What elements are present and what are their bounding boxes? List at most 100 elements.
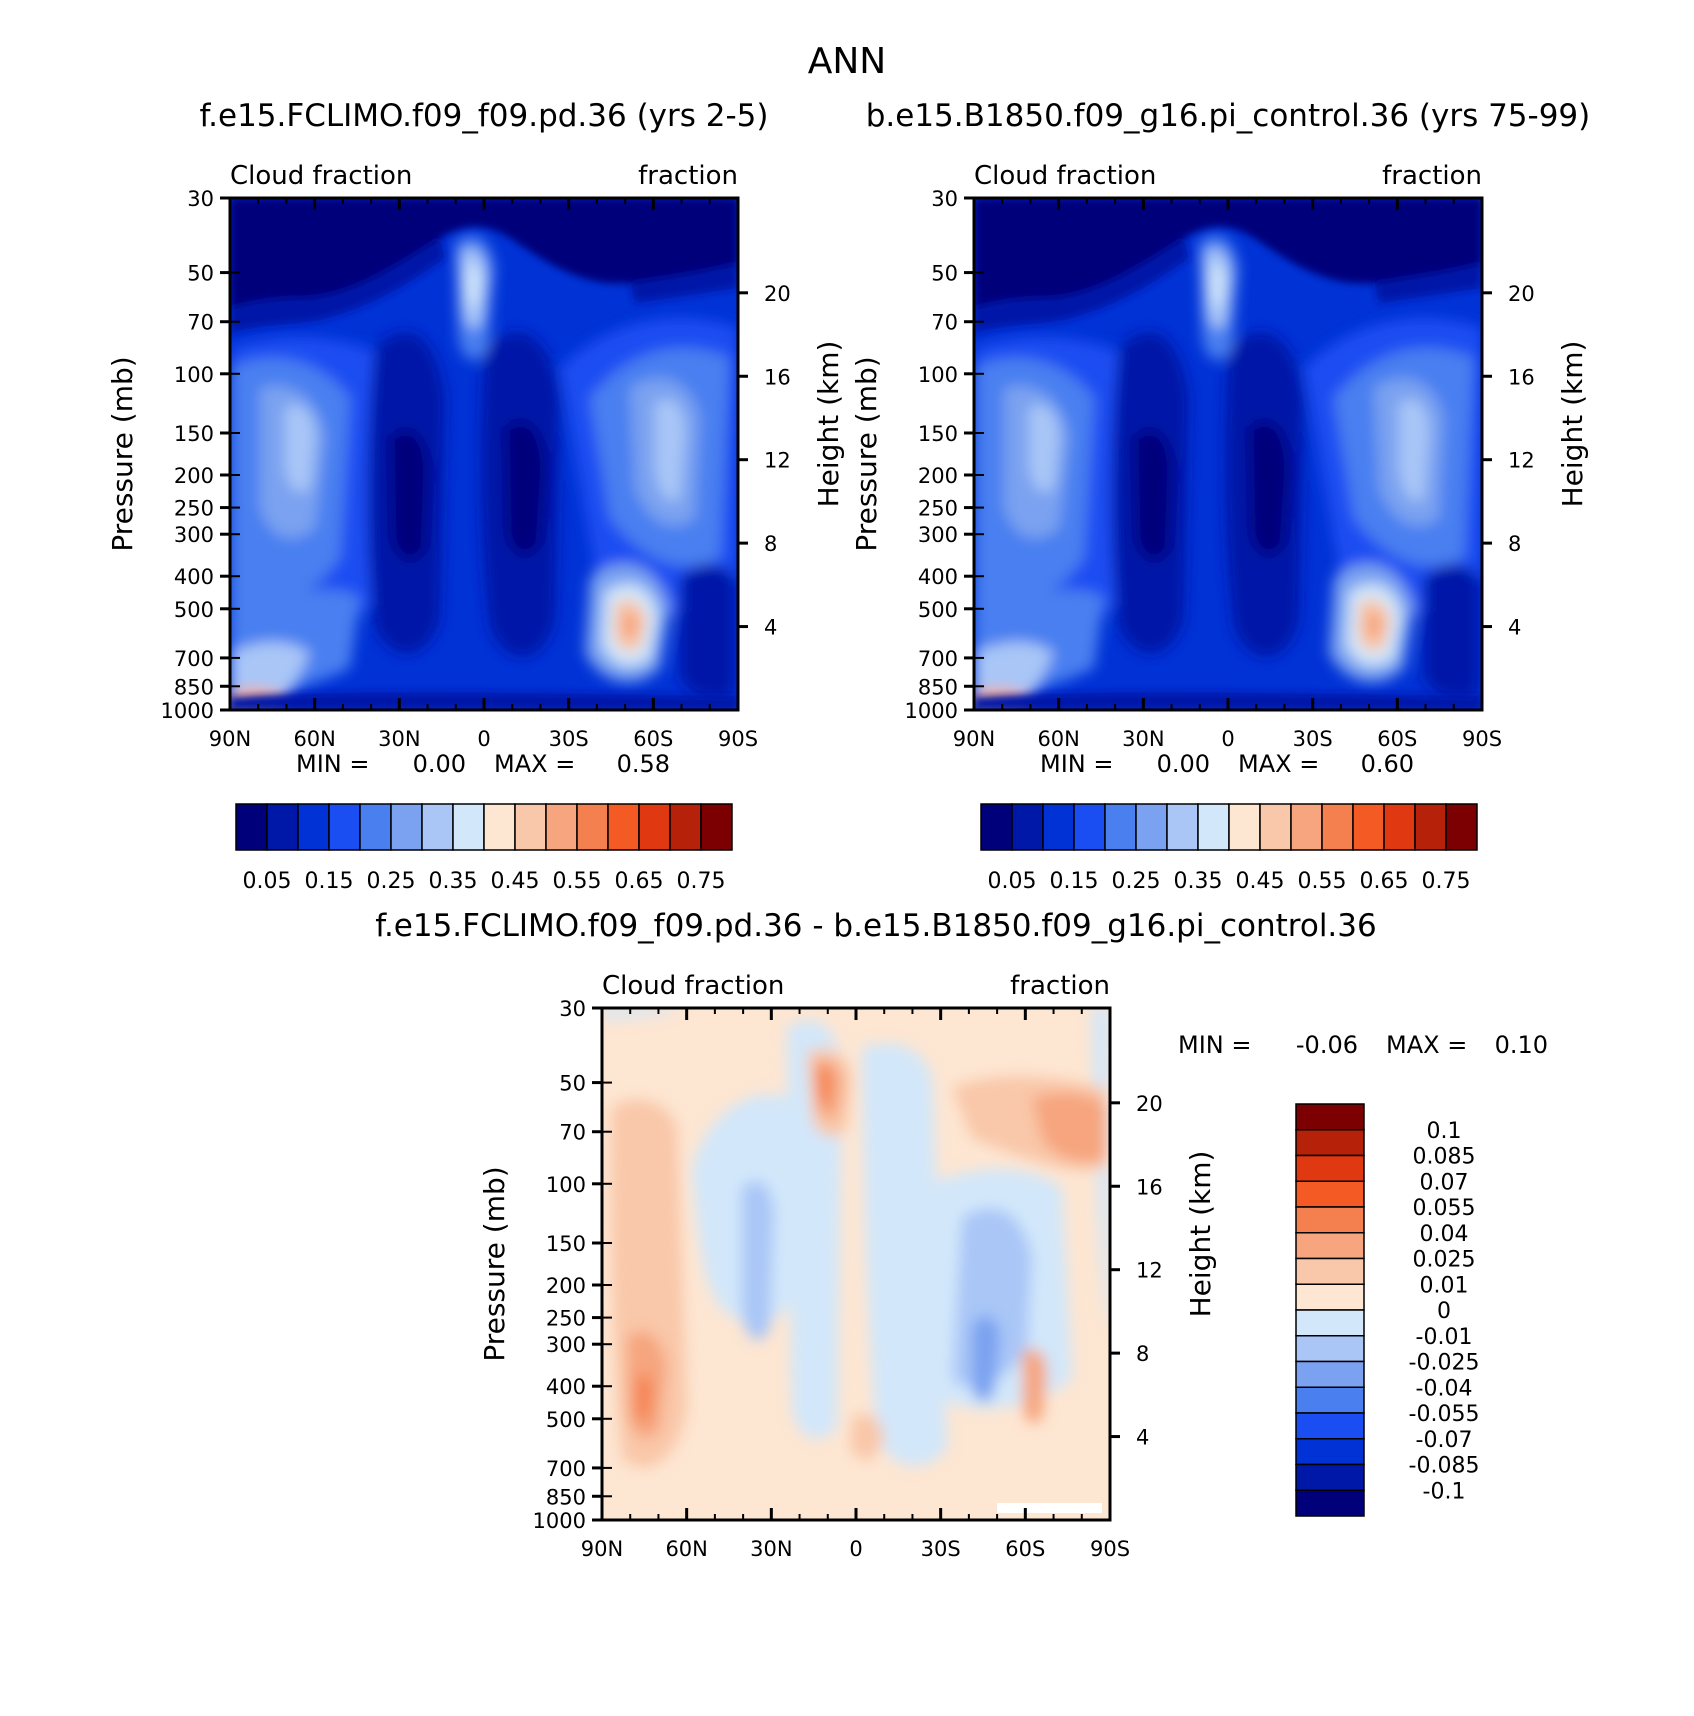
colorbar-label: 0.01 (1420, 1273, 1469, 1298)
colorbar-panel-b: 0.05 0.15 0.25 0.35 0.45 0.55 0.65 0.75 (980, 803, 1478, 894)
y-tick-label: 500 (918, 598, 958, 622)
y2-tick-label: 4 (1508, 616, 1521, 640)
colorbar-label: 0.05 (988, 869, 1037, 894)
y2-axis-title: Height (km) (812, 341, 845, 508)
y-tick-label: 850 (546, 1485, 586, 1509)
colorbar-swatch (607, 803, 640, 851)
max-value: 0.10 (1495, 1031, 1548, 1059)
colorbar-swatch (1295, 1335, 1365, 1363)
max-value: 0.60 (1361, 750, 1414, 778)
y-tick-label: 300 (174, 523, 214, 547)
colorbar-swatch (266, 803, 299, 851)
max-label: MAX = (494, 750, 575, 778)
y2-tick-label: 12 (1136, 1259, 1163, 1283)
colorbar-swatch (1295, 1412, 1365, 1440)
y2-axis-title: Height (km) (1556, 341, 1589, 508)
colorbar-label: 0.75 (1422, 869, 1471, 894)
y-tick-label: 250 (174, 497, 214, 521)
x-tick-label: 0 (849, 1537, 862, 1561)
y-tick-label: 200 (546, 1274, 586, 1298)
y-axis-title: Pressure (mb) (106, 356, 139, 551)
colorbar-label: -0.01 (1416, 1325, 1473, 1350)
colorbar-label: 0.45 (1236, 869, 1285, 894)
y2-axis-title: Height (km) (1184, 1151, 1217, 1318)
panel-control-run: f.e15.FCLIMO.f09_f09.pd.36 (yrs 2-5) Clou… (106, 98, 845, 778)
left-field-label: Cloud fraction (602, 971, 784, 1001)
colorbar-swatch (1295, 1283, 1365, 1311)
x-tick-label: 60N (293, 727, 335, 751)
colorbar-swatch (1104, 803, 1137, 851)
y-tick-label: 400 (546, 1375, 586, 1399)
min-max-readout: MIN = 0.00 MAX = 0.58 (296, 750, 670, 778)
y-tick-label: 850 (174, 675, 214, 699)
colorbar-swatch (1295, 1103, 1365, 1131)
x-tick-label: 90N (209, 727, 251, 751)
colorbar-swatch (1197, 803, 1230, 851)
y-tick-label: 30 (931, 187, 958, 211)
y-tick-label: 400 (174, 565, 214, 589)
x-tick-label: 0 (477, 727, 490, 751)
colorbar-swatch (1295, 1360, 1365, 1388)
colorbar-swatch (1290, 803, 1323, 851)
y-tick-label: 70 (559, 1121, 586, 1145)
x-tick-label: 90S (1462, 727, 1502, 751)
colorbar-swatch (514, 803, 547, 851)
y-tick-label: 200 (918, 464, 958, 488)
colorbar-label: 0.025 (1413, 1248, 1476, 1273)
y-tick-label: 50 (559, 1072, 586, 1096)
figure-title: ANN (808, 41, 887, 82)
y-tick-label: 100 (918, 363, 958, 387)
y-tick-label: 30 (559, 997, 586, 1021)
y-tick-label: 300 (918, 523, 958, 547)
colorbar-swatch (1295, 1129, 1365, 1157)
contour-field (230, 198, 738, 710)
max-label: MAX = (1386, 1031, 1467, 1059)
y-tick-label: 500 (174, 598, 214, 622)
colorbar-swatch (1321, 803, 1354, 851)
colorbar-label: 0.25 (1112, 869, 1161, 894)
y-tick-label: 300 (546, 1333, 586, 1357)
y-tick-label: 400 (918, 565, 958, 589)
colorbar-swatch (1445, 803, 1478, 851)
colorbar-label: 0.45 (491, 869, 540, 894)
colorbar-swatch (1011, 803, 1044, 851)
x-tick-label: 0 (1221, 727, 1234, 751)
y-tick-label: 1000 (161, 699, 214, 723)
y-tick-label: 500 (546, 1408, 586, 1432)
x-tick-label: 30N (1122, 727, 1164, 751)
x-tick-label: 30S (1293, 727, 1333, 751)
panel-test-run: b.e15.B1850.f09_g16.pi_control.36 (yrs 7… (850, 98, 1590, 778)
colorbar-swatch (1295, 1489, 1365, 1517)
colorbar-swatch (1295, 1463, 1365, 1491)
panel-title: f.e15.FCLIMO.f09_f09.pd.36 (yrs 2-5) (199, 98, 768, 134)
colorbar-swatch (669, 803, 702, 851)
x-tick-label: 60S (1005, 1537, 1045, 1561)
y2-tick-label: 16 (1508, 365, 1535, 389)
min-value: -0.06 (1296, 1031, 1358, 1059)
colorbar-label: -0.07 (1416, 1428, 1473, 1453)
colorbar-swatch (421, 803, 454, 851)
colorbar-label: 0.07 (1420, 1170, 1469, 1195)
y-tick-label: 850 (918, 675, 958, 699)
x-tick-label: 60S (633, 727, 673, 751)
colorbar-label: 0.35 (1174, 869, 1223, 894)
colorbar-label: 0.15 (305, 869, 354, 894)
colorbar-swatch (1135, 803, 1168, 851)
colorbar-label: 0 (1437, 1299, 1451, 1324)
contour-field (602, 1008, 1110, 1520)
colorbar-label: -0.04 (1416, 1376, 1473, 1401)
colorbar-label: 0.65 (615, 869, 664, 894)
colorbar-label: 0.35 (429, 869, 478, 894)
colorbar-label: 0.25 (367, 869, 416, 894)
colorbar-label: 0.05 (243, 869, 292, 894)
y2-tick-label: 8 (764, 532, 777, 556)
colorbar-swatch (1295, 1154, 1365, 1182)
min-value: 0.00 (1157, 750, 1210, 778)
y-tick-label: 250 (918, 497, 958, 521)
colorbar-swatch (297, 803, 330, 851)
colorbar-swatch (1295, 1206, 1365, 1234)
colorbar-swatch (328, 803, 361, 851)
y-tick-label: 150 (546, 1232, 586, 1256)
colorbar-swatch (1295, 1180, 1365, 1208)
colorbar-panel-a: 0.05 0.15 0.25 0.35 0.45 0.55 0.65 0.75 (235, 803, 733, 894)
